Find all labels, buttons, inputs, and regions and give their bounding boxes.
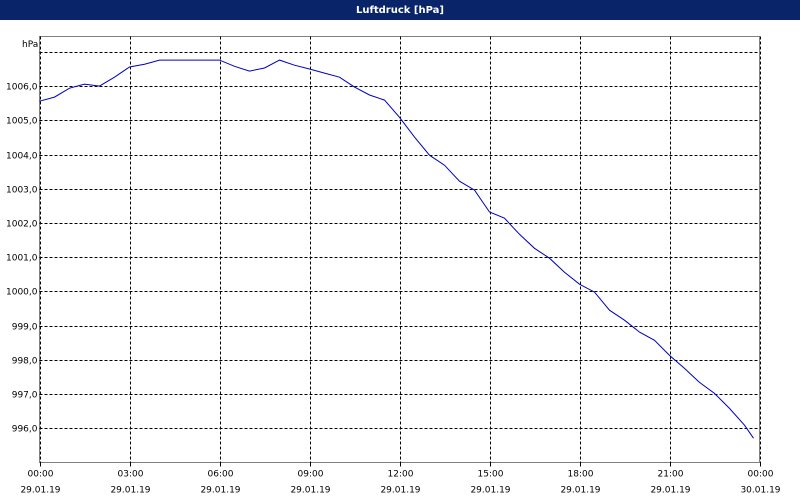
x-tick-label: 21:00 [658,470,684,480]
y-tick-label: 1004,0 [6,152,38,162]
y-tick-label: 996,0 [12,425,38,435]
x-tick-label: 29.01.19 [650,486,690,496]
x-tick-label: 00:00 [28,470,54,480]
x-tick-label: 29.01.19 [110,486,150,496]
x-tick-label: 18:00 [568,470,594,480]
x-tick-label: 29.01.19 [470,486,510,496]
chart-title: Luftdruck [hPa] [356,5,444,16]
x-tick-label: 30.01.19 [740,486,780,496]
x-tick-label: 00:00 [748,470,774,480]
y-tick-label: 1000,0 [6,288,38,298]
data-line [39,59,754,439]
y-tick-label: 998,0 [12,357,38,367]
title-bar [0,0,800,20]
y-tick-label: 1005,0 [6,117,38,127]
y-tick-label: 1006,0 [6,83,38,93]
y-tick-label: 1002,0 [6,220,38,230]
y-tick-label: 999,0 [12,323,38,333]
x-tick-label: 12:00 [388,470,414,480]
x-tick-label: 15:00 [478,470,504,480]
x-tick-label: 29.01.19 [20,486,60,496]
x-tick-label: 03:00 [118,470,144,480]
x-tick-label: 29.01.19 [560,486,600,496]
x-tick-label: 06:00 [208,470,234,480]
plot-frame [39,36,760,463]
x-tick-label: 09:00 [298,470,324,480]
y-tick-label: 1001,0 [6,254,38,264]
y-axis-label: hPa [22,40,38,50]
y-tick-label: 997,0 [12,391,38,401]
x-tick-label: 29.01.19 [380,486,420,496]
x-tick-label: 29.01.19 [290,486,330,496]
y-tick-label: 1003,0 [6,186,38,196]
x-tick-label: 29.01.19 [200,486,240,496]
